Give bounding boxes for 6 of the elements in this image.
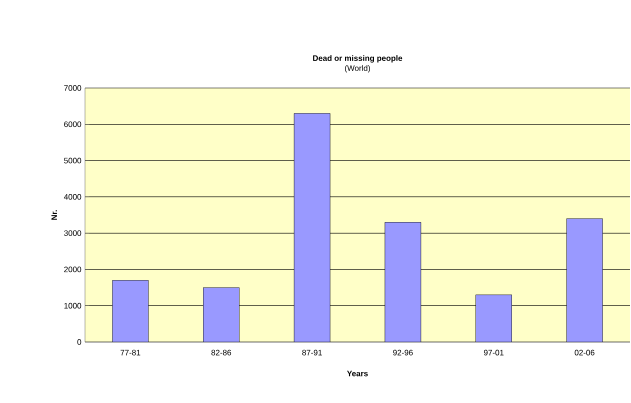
bar: [476, 294, 512, 342]
bar: [566, 218, 603, 342]
bar: [203, 287, 240, 342]
bar: [112, 280, 149, 342]
bar: [294, 113, 330, 342]
bar: [384, 222, 422, 342]
